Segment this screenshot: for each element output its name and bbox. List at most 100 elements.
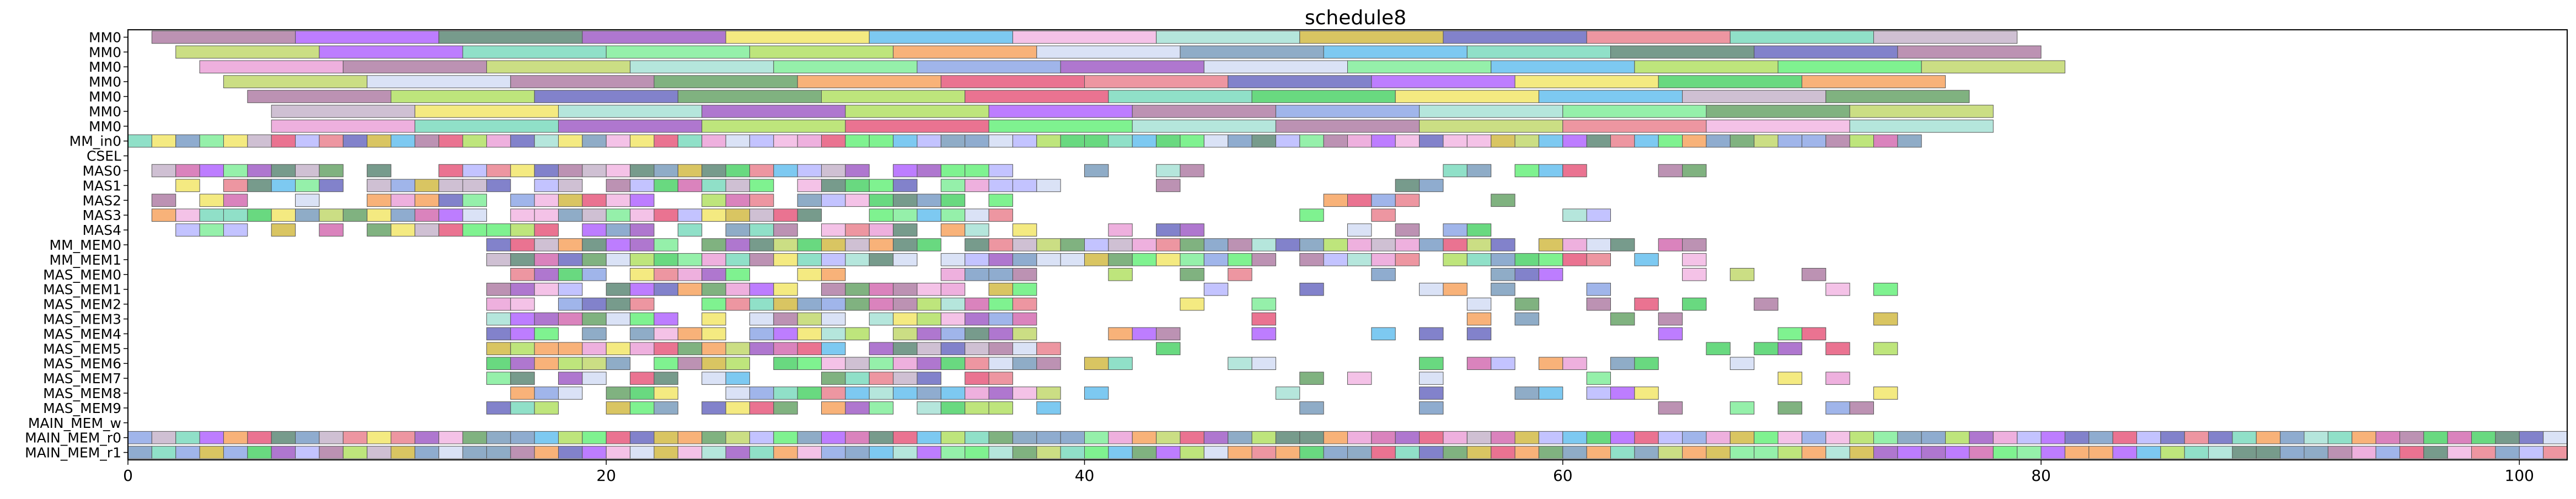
gantt-bar	[630, 401, 655, 415]
gantt-bar	[1586, 387, 1611, 400]
gantt-bar	[630, 194, 655, 207]
gantt-bar	[1323, 238, 1348, 251]
gantt-bar	[367, 194, 392, 207]
gantt-bar	[773, 253, 798, 266]
gantt-bar	[1108, 134, 1133, 148]
gantt-bar	[701, 282, 726, 296]
gantt-bar	[1419, 105, 1563, 118]
gantt-bar	[1562, 238, 1587, 251]
gantt-bar	[1156, 446, 1181, 459]
gantt-bar	[510, 327, 535, 341]
gantt-bar	[1443, 446, 1468, 459]
gantt-bar	[1586, 282, 1611, 296]
gantt-bar	[654, 179, 678, 192]
gantt-bar	[1275, 446, 1300, 459]
gantt-bar	[534, 387, 559, 400]
gantt-bar	[630, 179, 655, 192]
gantt-bar	[199, 194, 224, 207]
gantt-bar	[295, 431, 320, 444]
gantt-bar	[1347, 223, 1372, 237]
gantt-bar	[940, 223, 966, 237]
gantt-bar	[821, 253, 846, 266]
gantt-bar	[869, 223, 894, 237]
gantt-bar	[558, 105, 703, 118]
gantt-bar	[1562, 105, 1707, 118]
gantt-bar	[1921, 446, 1946, 459]
gantt-bar	[534, 194, 559, 207]
gantt-bar	[2280, 446, 2305, 459]
gantt-bar	[630, 387, 655, 400]
gantt-bar	[797, 253, 822, 266]
gantt-bar	[749, 401, 774, 415]
gantt-bar	[1299, 134, 1324, 148]
gantt-bar	[1754, 446, 1779, 459]
gantt-bar	[534, 446, 559, 459]
gantt-bar	[1084, 238, 1109, 251]
gantt-bar	[773, 297, 798, 311]
gantt-bar	[1419, 431, 1444, 444]
gantt-bar	[2256, 431, 2281, 444]
gantt-bar	[940, 253, 966, 266]
gantt-bar	[988, 134, 1013, 148]
gantt-bar	[1466, 312, 1492, 326]
gantt-bar	[1634, 357, 1659, 370]
gantt-bar	[486, 297, 511, 311]
gantt-bar	[988, 282, 1013, 296]
gantt-bar	[1873, 446, 1898, 459]
gantt-bar	[2327, 446, 2353, 459]
gantt-bar	[1777, 134, 1802, 148]
gantt-bar	[965, 179, 989, 192]
gantt-bar	[1419, 179, 1444, 192]
gantt-bar	[845, 194, 870, 207]
gantt-bar	[1347, 60, 1492, 74]
gantt-bar	[2423, 446, 2448, 459]
gantt-bar	[725, 253, 750, 266]
gantt-bar	[940, 357, 966, 370]
gantt-bar	[940, 134, 966, 148]
gantt-bar	[869, 357, 894, 370]
gantt-bar	[1443, 164, 1468, 178]
gantt-bar	[414, 134, 440, 148]
gantt-bar	[558, 297, 583, 311]
gantt-bar	[1658, 238, 1683, 251]
gantt-bar	[1012, 342, 1037, 356]
gantt-bar	[151, 208, 176, 222]
gantt-bar	[1825, 446, 1850, 459]
gantt-bar	[1395, 238, 1420, 251]
gantt-bar	[510, 401, 535, 415]
gantt-bar	[510, 75, 655, 88]
gantt-bar	[2519, 446, 2544, 459]
gantt-bar	[845, 372, 870, 385]
gantt-bar	[1156, 327, 1181, 341]
gantt-bar	[654, 431, 678, 444]
gantt-bar	[797, 267, 822, 281]
gantt-bar	[1251, 327, 1276, 341]
gantt-bar	[773, 342, 798, 356]
gantt-bar	[438, 208, 463, 222]
gantt-bar	[558, 179, 583, 192]
gantt-bar	[701, 431, 726, 444]
gantt-bar	[2304, 446, 2328, 459]
gantt-bar	[869, 134, 894, 148]
gantt-bar	[1180, 45, 1324, 59]
gantt-bar	[725, 194, 750, 207]
gantt-bar	[1514, 253, 1539, 266]
gantt-bar	[367, 223, 392, 237]
gantt-bar	[1514, 387, 1539, 400]
gantt-bar	[127, 134, 152, 148]
gantt-bar	[869, 297, 894, 311]
gantt-bar	[701, 327, 726, 341]
gantt-bar	[462, 164, 487, 178]
gantt-bar	[749, 387, 774, 400]
gantt-bar	[1108, 90, 1252, 103]
gantt-bar	[2112, 446, 2137, 459]
gantt-bar	[749, 297, 774, 311]
gantt-bar	[845, 164, 870, 178]
gantt-bar	[654, 282, 678, 296]
y-tick-label: MM0	[89, 119, 121, 135]
gantt-bar	[940, 342, 966, 356]
gantt-bar	[438, 134, 463, 148]
gantt-bar	[247, 134, 272, 148]
gantt-bar	[175, 164, 200, 178]
gantt-bar	[1251, 134, 1276, 148]
